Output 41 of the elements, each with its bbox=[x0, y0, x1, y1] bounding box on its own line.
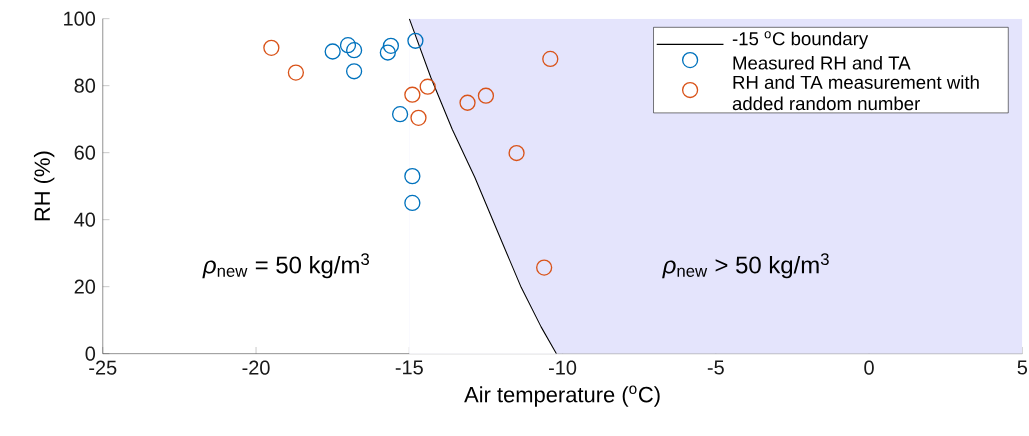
point bbox=[391, 106, 409, 123]
x-tick-label: -25 bbox=[89, 360, 117, 375]
legend-label: -15 $^{o}$C boundary bbox=[732, 31, 869, 50]
point bbox=[382, 37, 400, 55]
point bbox=[345, 63, 363, 80]
annotation: ρ$_{new}$ = 50 kg/m$^{3}$ bbox=[202, 253, 370, 279]
point bbox=[419, 78, 436, 95]
y-tick-label: 60 bbox=[74, 145, 96, 160]
point bbox=[536, 259, 553, 276]
x-tick-label: -5 bbox=[707, 360, 724, 375]
point bbox=[379, 44, 396, 61]
point bbox=[508, 145, 525, 162]
annotation: ρ$_{new}$ > 50 kg/m$^{3}$ bbox=[662, 253, 829, 279]
point bbox=[263, 39, 280, 57]
point bbox=[324, 43, 341, 60]
x-tick-label: 0 bbox=[864, 360, 874, 375]
line-series bbox=[408, 18, 557, 354]
x-tick-label: -15 bbox=[395, 360, 423, 375]
point bbox=[404, 86, 421, 103]
legend-label: RH and TA measurement with added random number bbox=[732, 75, 979, 111]
point bbox=[410, 109, 427, 127]
y-tick-label: 80 bbox=[74, 78, 96, 93]
y-axis-title: RH (%) bbox=[33, 151, 55, 221]
y-tick-label: 0 bbox=[85, 346, 96, 361]
point bbox=[287, 64, 305, 81]
point bbox=[404, 168, 421, 185]
x-axis-title: Air temperature ($^{o}$C) bbox=[464, 385, 660, 407]
x-tick-label: -10 bbox=[549, 360, 577, 375]
x-tick-label: -20 bbox=[242, 360, 270, 375]
point bbox=[339, 37, 357, 54]
x-tick-label: 5 bbox=[1017, 360, 1028, 375]
point bbox=[404, 194, 421, 212]
point bbox=[542, 50, 559, 68]
point bbox=[407, 32, 424, 50]
y-tick-label: 40 bbox=[74, 212, 96, 227]
point bbox=[477, 87, 495, 104]
point bbox=[459, 94, 476, 112]
y-tick-label: 20 bbox=[74, 279, 96, 294]
point bbox=[345, 42, 363, 59]
legend-label: Measured RH and TA bbox=[733, 56, 911, 70]
y-tick-label: 100 bbox=[64, 11, 96, 26]
